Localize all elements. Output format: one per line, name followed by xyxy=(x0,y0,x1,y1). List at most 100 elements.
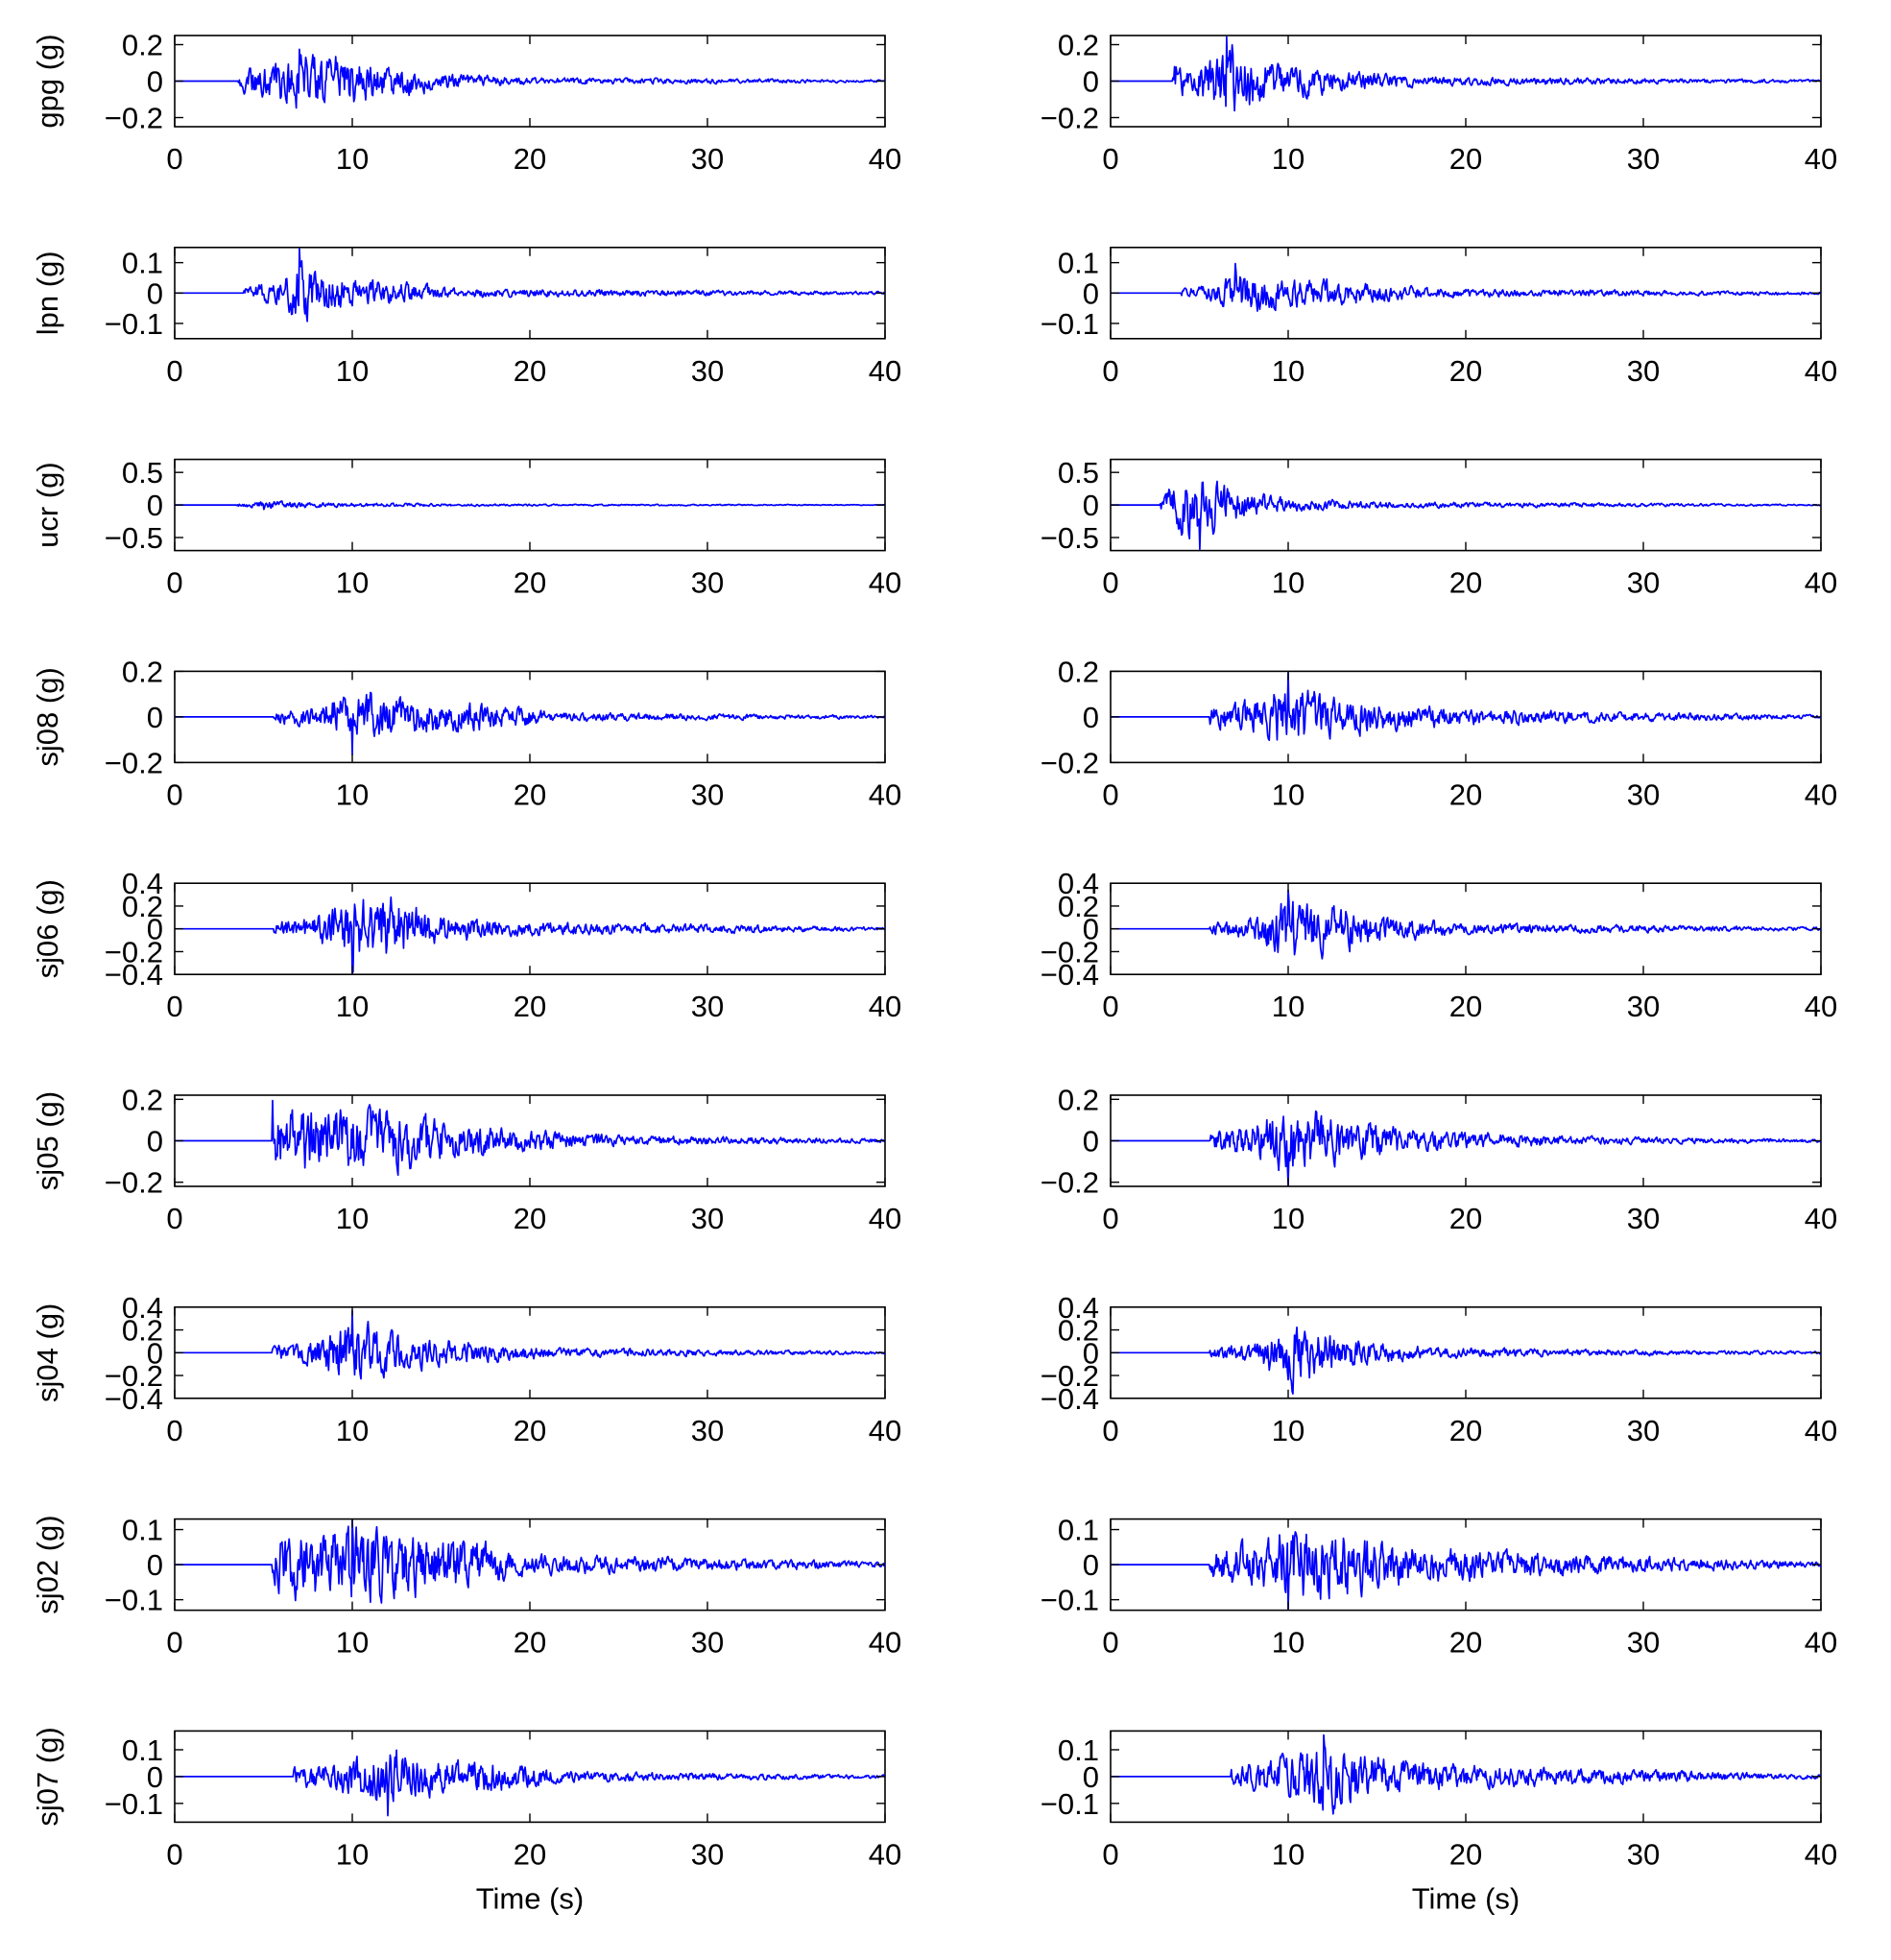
x-tick-label: 40 xyxy=(869,1837,901,1871)
panel-lpn-2: 0 10 20 30 40−0.100.1 xyxy=(1041,247,1837,388)
x-tick-label: 40 xyxy=(869,1414,901,1447)
x-tick-label: 20 xyxy=(1449,566,1482,600)
y-tick-label: 0 xyxy=(1083,1548,1099,1582)
x-tick-label: 10 xyxy=(336,1414,369,1447)
x-tick-label: 30 xyxy=(691,1414,724,1447)
x-tick-label: 40 xyxy=(869,1626,901,1660)
x-tick-label: 30 xyxy=(1627,1626,1660,1660)
seismogram-trace xyxy=(174,896,886,974)
seismogram-trace xyxy=(1110,1733,1822,1815)
seismogram-trace xyxy=(174,1749,886,1817)
y-tick-label: 0.2 xyxy=(1058,655,1099,688)
y-tick-label: 0.2 xyxy=(1058,29,1099,62)
seismogram-trace xyxy=(1110,889,1822,960)
x-tick-label: 10 xyxy=(336,777,369,811)
seismogram-trace xyxy=(1110,36,1822,112)
x-tick-label: 10 xyxy=(1272,566,1305,600)
x-tick-label: 30 xyxy=(1627,142,1660,176)
panel-sj04-2: 0 10 20 30 40−0.4−0.200.20.4 xyxy=(1041,1291,1837,1447)
x-axis-label: Time (s) xyxy=(1412,1881,1520,1915)
y-tick-label: 0 xyxy=(1083,1760,1099,1794)
y-tick-label: 0.1 xyxy=(122,1514,163,1547)
y-tick-label: −0.2 xyxy=(105,1166,163,1200)
x-tick-label: 20 xyxy=(514,1837,546,1871)
y-tick-label: 0 xyxy=(147,701,163,734)
x-tick-label: 0 xyxy=(1102,777,1118,811)
x-tick-label: 30 xyxy=(691,566,724,600)
x-tick-label: 30 xyxy=(691,1837,724,1871)
x-tick-label: 0 xyxy=(166,1626,182,1660)
panel-sj06-2: 0 10 20 30 40−0.4−0.200.20.4 xyxy=(1041,867,1837,1023)
y-tick-label: 0.2 xyxy=(1058,1314,1099,1348)
y-tick-label: 0.4 xyxy=(122,1291,163,1325)
y-tick-label: −0.2 xyxy=(105,935,163,968)
seismogram-trace xyxy=(1110,671,1822,742)
y-tick-label: −0.5 xyxy=(1041,521,1099,555)
y-axis-label: sj04 (g) xyxy=(31,1303,64,1402)
x-tick-label: 30 xyxy=(1627,354,1660,388)
y-tick-label: 0.4 xyxy=(1058,1291,1099,1325)
x-tick-label: 30 xyxy=(1627,990,1660,1023)
y-tick-label: 0 xyxy=(1083,1125,1099,1159)
x-tick-label: 0 xyxy=(1102,1202,1118,1235)
x-tick-label: 30 xyxy=(1627,1202,1660,1235)
y-tick-label: −0.4 xyxy=(105,1382,163,1416)
x-tick-label: 10 xyxy=(336,1202,369,1235)
y-tick-label: 0.5 xyxy=(1058,456,1099,490)
panel-sj05-2: 0 10 20 30 40−0.200.2 xyxy=(1041,1083,1837,1235)
x-tick-label: 10 xyxy=(1272,1837,1305,1871)
x-tick-label: 20 xyxy=(514,990,546,1023)
x-tick-label: 10 xyxy=(1272,1414,1305,1447)
seismogram-trace xyxy=(1110,1531,1822,1611)
y-tick-label: 0.1 xyxy=(122,247,163,280)
plot-frame xyxy=(1110,458,1822,552)
x-tick-label: 20 xyxy=(514,142,546,176)
y-axis-label: gpg (g) xyxy=(31,34,64,128)
x-tick-label: 0 xyxy=(1102,1626,1118,1660)
x-tick-label: 40 xyxy=(869,777,901,811)
y-tick-label: −0.2 xyxy=(1041,102,1099,135)
plot-frame xyxy=(174,1518,886,1612)
x-tick-label: 40 xyxy=(1805,990,1837,1023)
x-tick-label: 40 xyxy=(1805,142,1837,176)
seismogram-trace xyxy=(174,1519,886,1604)
x-tick-label: 10 xyxy=(1272,142,1305,176)
seismogram-trace xyxy=(1110,480,1822,551)
x-tick-label: 40 xyxy=(1805,566,1837,600)
y-tick-label: 0.1 xyxy=(122,1733,163,1767)
x-tick-label: 30 xyxy=(691,142,724,176)
y-axis-label: sj02 (g) xyxy=(31,1515,64,1613)
x-tick-label: 0 xyxy=(1102,566,1118,600)
seismogram-trace xyxy=(174,691,886,755)
x-tick-label: 20 xyxy=(1449,1414,1482,1447)
x-tick-label: 10 xyxy=(1272,777,1305,811)
panel-sj08-2: 0 10 20 30 40−0.200.2 xyxy=(1041,655,1837,811)
y-tick-label: −0.5 xyxy=(105,521,163,555)
y-tick-label: −0.1 xyxy=(105,307,163,341)
y-tick-label: 0 xyxy=(1083,276,1099,310)
y-tick-label: 0.1 xyxy=(1058,247,1099,280)
y-tick-label: 0.4 xyxy=(1058,867,1099,900)
y-tick-label: −0.1 xyxy=(105,1584,163,1617)
y-tick-label: 0 xyxy=(1083,489,1099,522)
seismogram-trace xyxy=(174,48,886,109)
y-tick-label: −0.4 xyxy=(1041,958,1099,992)
x-tick-label: 0 xyxy=(166,777,182,811)
seismogram-trace xyxy=(174,1309,886,1380)
y-axis-label: lpn (g) xyxy=(31,251,64,335)
x-tick-label: 30 xyxy=(691,1202,724,1235)
x-tick-label: 0 xyxy=(166,1837,182,1871)
x-axis-label: Time (s) xyxy=(476,1881,585,1915)
x-tick-label: 10 xyxy=(336,566,369,600)
y-tick-label: −0.1 xyxy=(1041,307,1099,341)
y-tick-label: 0 xyxy=(1083,1336,1099,1370)
x-tick-label: 40 xyxy=(1805,1202,1837,1235)
seismogram-trace xyxy=(1110,262,1822,312)
y-tick-label: −0.2 xyxy=(1041,935,1099,968)
x-tick-label: 20 xyxy=(1449,1202,1482,1235)
